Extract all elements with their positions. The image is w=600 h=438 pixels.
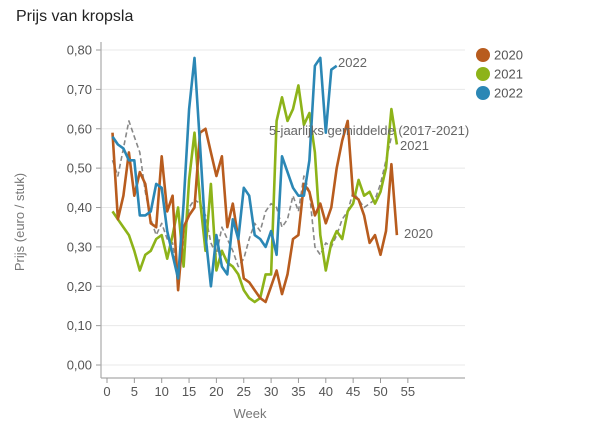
x-tick-label: 5 <box>131 384 138 399</box>
y-tick-label: 0,30 <box>67 239 92 254</box>
x-tick-label: 45 <box>346 384 360 399</box>
series-end-label: 2022 <box>338 55 367 70</box>
x-tick-label: 25 <box>237 384 251 399</box>
x-axis-title: Week <box>234 406 267 421</box>
x-tick-label: 30 <box>264 384 278 399</box>
series-end-label: 2021 <box>400 138 429 153</box>
y-tick-label: 0,20 <box>67 279 92 294</box>
series-end-label: 2020 <box>404 226 433 241</box>
y-tick-label: 0,00 <box>67 358 92 373</box>
legend-label: 2021 <box>494 67 523 82</box>
y-tick-label: 0,10 <box>67 318 92 333</box>
y-tick-label: 0,40 <box>67 200 92 215</box>
x-axis: 0 5 10 15 20 25 30 35 40 45 50 55 <box>101 377 465 399</box>
y-tick-label: 0,60 <box>67 121 92 136</box>
legend-marker <box>476 67 490 81</box>
series-lines <box>111 56 399 304</box>
legend: 2020 2021 2022 <box>476 48 523 101</box>
x-tick-label: 40 <box>319 384 333 399</box>
x-tick-label: 55 <box>401 384 415 399</box>
legend-marker <box>476 48 490 62</box>
x-tick-label: 20 <box>209 384 223 399</box>
series-line-5-jaarlijks-gemiddelde-2017-2021- <box>111 120 393 280</box>
y-tick-label: 0,50 <box>67 161 92 176</box>
legend-marker <box>476 86 490 100</box>
gridlines <box>101 49 465 366</box>
series-line-2021 <box>111 84 399 304</box>
series-end-labels: 2020 2021 2022 5-jaarlijks gemiddelde (2017… <box>269 55 469 241</box>
y-axis-title: Prijs (euro / stuk) <box>12 173 27 271</box>
y-tick-label: 0,70 <box>67 82 92 97</box>
legend-label: 2020 <box>494 48 523 63</box>
chart-title: Prijs van kropsla <box>16 8 134 25</box>
y-tick-label: 0,80 <box>67 43 92 58</box>
x-tick-label: 35 <box>291 384 305 399</box>
x-tick-label: 15 <box>182 384 196 399</box>
series-line-2020 <box>111 119 399 304</box>
x-tick-label: 0 <box>103 384 110 399</box>
x-tick-label: 50 <box>373 384 387 399</box>
series-end-label: 5-jaarlijks gemiddelde (2017-2021) <box>269 123 469 138</box>
y-axis: 0,00 0,10 0,20 0,30 0,40 0,50 0,60 0,70 0,80 <box>67 42 102 378</box>
x-tick-label: 10 <box>154 384 168 399</box>
series-line-2022 <box>111 56 338 288</box>
legend-label: 2022 <box>494 86 523 101</box>
